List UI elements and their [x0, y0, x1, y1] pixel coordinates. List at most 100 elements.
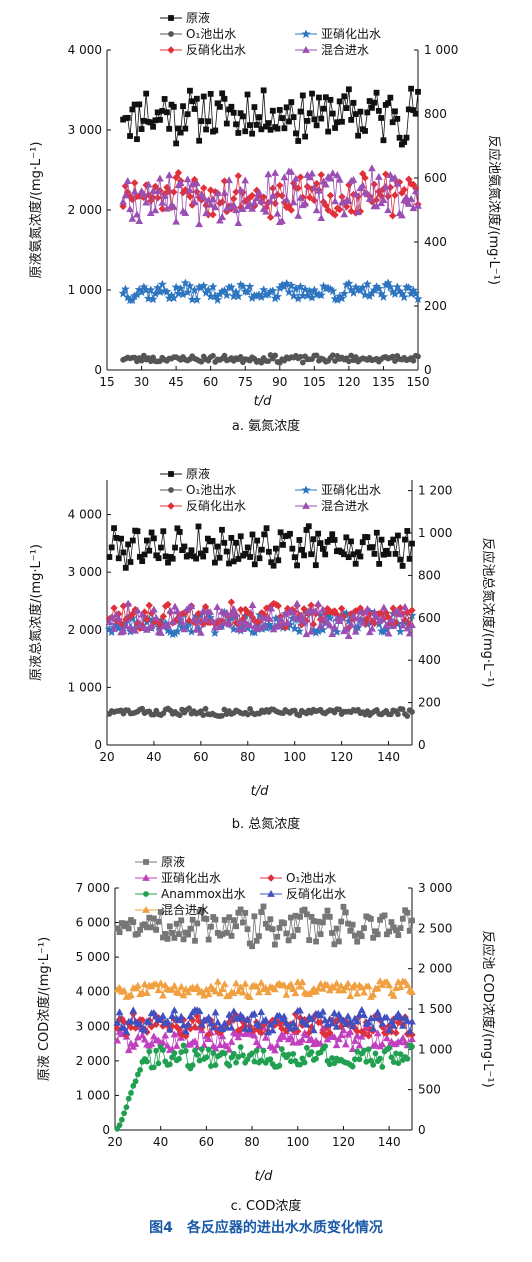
data-point — [155, 918, 162, 925]
data-point — [414, 201, 422, 209]
data-point — [212, 127, 219, 134]
data-point — [125, 925, 132, 932]
series-0 — [106, 523, 415, 571]
data-point — [299, 359, 306, 366]
data-point — [287, 206, 296, 214]
data-point — [363, 614, 372, 622]
data-point — [387, 94, 394, 101]
data-point — [170, 981, 179, 989]
data-point — [251, 561, 258, 568]
data-point — [194, 920, 201, 927]
data-point — [110, 624, 118, 632]
data-point — [298, 546, 305, 553]
data-point — [214, 543, 221, 550]
data-point — [113, 1036, 122, 1044]
data-point — [127, 295, 137, 305]
data-point — [271, 1046, 279, 1054]
data-point — [170, 103, 177, 110]
data-point — [211, 987, 220, 995]
data-point — [208, 923, 214, 930]
data-point — [328, 286, 338, 296]
data-point — [222, 608, 231, 616]
data-point — [138, 357, 145, 364]
data-point — [287, 980, 295, 988]
data-point — [115, 983, 124, 991]
series-3 — [114, 1042, 415, 1132]
data-point — [363, 605, 372, 612]
data-point — [353, 1017, 362, 1025]
data-point — [177, 129, 184, 136]
data-point — [159, 1038, 167, 1046]
data-point — [317, 931, 324, 938]
data-point — [163, 1041, 172, 1049]
data-point — [316, 290, 326, 300]
data-point — [399, 915, 406, 922]
data-point — [227, 598, 236, 606]
data-point — [216, 216, 224, 224]
data-point — [409, 709, 415, 715]
data-point — [253, 937, 260, 944]
data-point — [218, 985, 227, 993]
data-point — [356, 1056, 363, 1063]
data-point — [230, 109, 237, 116]
data-point — [133, 606, 142, 614]
data-point — [329, 352, 336, 359]
data-point — [313, 938, 319, 945]
y-right-tick-label: 1 000 — [424, 43, 458, 57]
data-point — [240, 113, 246, 120]
data-point — [279, 115, 285, 121]
data-point — [255, 1041, 263, 1049]
data-point — [351, 627, 360, 635]
data-point — [248, 601, 257, 608]
data-point — [300, 605, 308, 613]
legend-marker — [168, 31, 174, 37]
data-point — [280, 541, 286, 548]
data-point — [392, 358, 398, 364]
data-point — [206, 200, 215, 208]
data-point — [399, 563, 406, 569]
data-point — [325, 613, 335, 623]
data-point — [162, 553, 169, 560]
data-point — [105, 618, 114, 626]
data-point — [301, 1059, 308, 1066]
data-point — [312, 562, 319, 569]
data-point — [248, 191, 256, 200]
data-point — [145, 1018, 154, 1026]
data-point — [373, 1029, 382, 1037]
data-point — [164, 621, 172, 629]
data-point — [126, 205, 134, 213]
data-point — [140, 117, 147, 124]
data-point — [309, 1040, 318, 1048]
data-point — [134, 1071, 141, 1078]
data-point — [207, 90, 214, 97]
data-point — [127, 991, 135, 999]
data-point — [288, 608, 297, 616]
legend-item: 混合进水 — [295, 498, 369, 513]
data-point — [367, 1057, 374, 1064]
legend-item: 亚硝化出水 — [295, 483, 381, 497]
data-point — [159, 991, 167, 999]
x-tick-label: 40 — [146, 750, 161, 764]
legend-label: 混合进水 — [161, 902, 209, 917]
data-point — [353, 1031, 362, 1039]
data-point — [140, 1026, 149, 1034]
data-point — [349, 921, 356, 928]
data-point — [279, 619, 287, 627]
data-point — [162, 931, 169, 937]
data-point — [397, 556, 404, 563]
data-point — [137, 1066, 144, 1073]
data-point — [318, 605, 327, 613]
data-point — [335, 1035, 343, 1043]
data-point — [364, 1032, 373, 1040]
data-point — [255, 623, 264, 631]
data-point — [266, 197, 275, 205]
data-point — [415, 353, 421, 360]
data-point — [304, 118, 311, 124]
legend-marker — [167, 502, 175, 510]
data-point — [177, 1012, 186, 1020]
data-point — [223, 120, 230, 127]
data-point — [172, 173, 180, 182]
x-axis-label: t/d — [254, 394, 272, 409]
data-point — [221, 1050, 228, 1057]
data-point — [198, 907, 205, 914]
